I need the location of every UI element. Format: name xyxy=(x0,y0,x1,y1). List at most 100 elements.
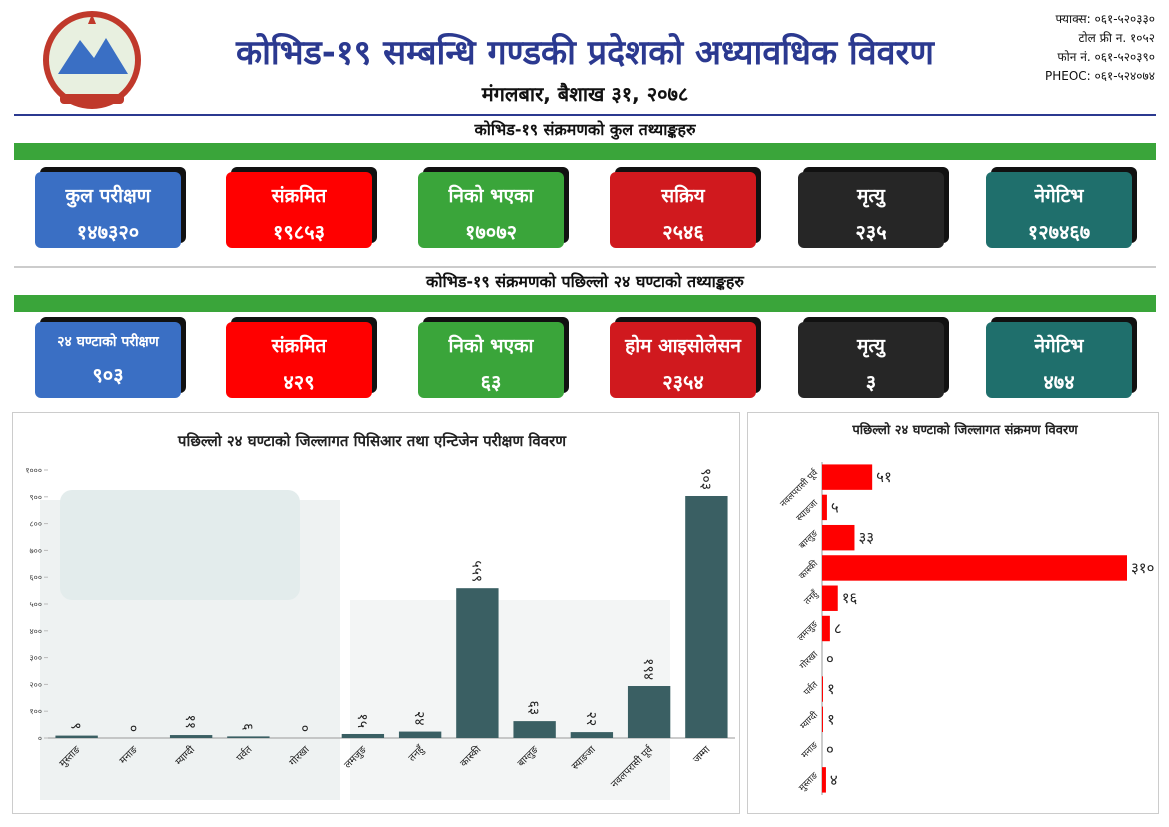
value-label: १ xyxy=(827,680,835,698)
value-label: ५१ xyxy=(876,468,892,486)
stat-label: संक्रमित xyxy=(271,185,327,207)
stat-label: संक्रमित xyxy=(271,335,327,357)
stat-value: १७०७२ xyxy=(465,220,517,244)
section-heading: कोभिड-१९ संक्रमणको कुल तथ्याङ्कहरु xyxy=(474,120,696,139)
y-tick-label: म्याग्दी xyxy=(797,708,820,731)
stat-box: २४ घण्टाको परीक्षण ९०३ xyxy=(35,322,181,398)
y-tick-label: १००० xyxy=(25,466,42,475)
bar xyxy=(822,464,873,490)
contact: टोल फ्री न. १०५२ xyxy=(1078,31,1155,45)
value-label: २२ xyxy=(583,712,599,727)
value-label: ३१० xyxy=(1131,559,1154,577)
rule xyxy=(14,114,1156,116)
y-tick-label: कास्की xyxy=(796,557,821,582)
y-tick-label: पर्वत xyxy=(801,678,821,698)
y-tick-label: ७०० xyxy=(30,546,42,555)
stat-value: २५४६ xyxy=(662,220,704,244)
stat-box: कुल परीक्षण १४७३२० xyxy=(35,172,181,248)
stat-value: ४७४ xyxy=(1043,370,1075,394)
bar xyxy=(627,686,671,738)
stat-label: २४ घण्टाको परीक्षण xyxy=(57,334,159,350)
stat-label: मृत्यु xyxy=(857,185,885,207)
value-label: १९४ xyxy=(640,658,656,680)
bar xyxy=(822,615,830,642)
stat-box: सक्रिय २५४६ xyxy=(610,172,756,248)
y-tick-label: २०० xyxy=(30,680,42,689)
value-label: ० xyxy=(826,650,834,668)
stat-box: होम आइसोलेसन २३५४ xyxy=(610,322,756,398)
value-label: ५ xyxy=(831,498,839,516)
background-art xyxy=(350,600,670,800)
stat-label: नेगेटिभ xyxy=(1034,185,1084,207)
stat-label: नेगेटिभ xyxy=(1034,335,1084,357)
x-tick-label: जम्मा xyxy=(691,744,712,765)
bar xyxy=(169,735,213,738)
section-bar xyxy=(14,295,1156,312)
stat-label: कुल परीक्षण xyxy=(65,185,151,207)
bar xyxy=(341,733,385,738)
contact: PHEOC: ०६१-५२४०७४ xyxy=(1044,69,1155,83)
background-art xyxy=(60,490,300,600)
bar xyxy=(822,706,823,733)
section-heading: कोभिड-१९ संक्रमणको पछिल्लो २४ घण्टाको तथ… xyxy=(426,272,744,291)
stat-label: होम आइसोलेसन xyxy=(625,335,741,357)
y-tick-label: ४०० xyxy=(30,627,42,636)
value-label: ६३ xyxy=(526,701,542,716)
y-tick-label: ५०० xyxy=(30,600,42,609)
bar xyxy=(822,585,838,611)
y-tick-label: ६०० xyxy=(30,573,42,582)
value-label: ९०३ xyxy=(697,468,713,490)
value-label: ३३ xyxy=(858,529,874,547)
stat-box: संक्रमित १९८५३ xyxy=(226,172,372,248)
stat-box: मृत्यु २३५ xyxy=(798,172,944,248)
bar xyxy=(822,555,1127,581)
value-label: ६ xyxy=(239,723,255,730)
y-tick-label: मुस्ताङ xyxy=(797,771,820,794)
stat-value: ९०३ xyxy=(92,363,124,387)
stat-box: नेगेटिभ १२७४६७ xyxy=(986,172,1132,248)
date: मंगलबार, बैशाख ३१, २०७८ xyxy=(481,82,689,106)
bar xyxy=(227,736,270,738)
value-label: २४ xyxy=(411,711,427,726)
contact: फोन नं. ०६१-५२०३९० xyxy=(1057,50,1155,64)
bar xyxy=(456,588,499,738)
stat-value: ६३ xyxy=(480,370,502,394)
stat-box: निको भएका ६३ xyxy=(418,322,564,398)
bar xyxy=(822,767,826,793)
stat-value: ४२९ xyxy=(283,370,315,394)
chart-title: पछिल्लो २४ घण्टाको जिल्लागत पिसिआर तथा ए… xyxy=(177,432,567,450)
stat-label: मृत्यु xyxy=(857,335,885,357)
y-tick-label: ३०० xyxy=(30,654,42,663)
bar xyxy=(822,494,827,521)
y-tick-label: १०० xyxy=(30,707,42,716)
stat-box: नेगेटिभ ४७४ xyxy=(986,322,1132,398)
stat-value: २३५ xyxy=(855,220,887,244)
stat-label: सक्रिय xyxy=(661,185,705,207)
title: कोभिड-१९ सम्बन्धि गण्डकी प्रदेशको अध्याव… xyxy=(235,33,934,73)
value-label: १५ xyxy=(354,713,370,728)
bar xyxy=(398,731,442,738)
y-tick-label: बाग्लुङ xyxy=(798,529,821,552)
chart-title: पछिल्लो २४ घण्टाको जिल्लागत संक्रमण विवर… xyxy=(851,422,1078,438)
stat-value: १४७३२० xyxy=(76,220,140,244)
y-tick-label: स्याङजा xyxy=(795,498,821,524)
y-tick-label: ० xyxy=(38,734,42,743)
stat-value: २३५४ xyxy=(662,370,704,394)
value-label: ५५९ xyxy=(468,560,484,582)
y-tick-label: मनाङ xyxy=(800,740,820,760)
section-bar xyxy=(14,143,1156,160)
y-tick-label: तनहुँ xyxy=(801,587,821,607)
contact: फ्याक्स: ०६१-५२०३३० xyxy=(1055,12,1155,26)
y-tick-label: गोरखा xyxy=(797,648,821,672)
value-label: ११ xyxy=(182,714,198,729)
stat-box: मृत्यु ३ xyxy=(798,322,944,398)
value-label: ४ xyxy=(830,771,838,789)
emblem xyxy=(43,11,141,109)
bar xyxy=(570,732,614,738)
stat-value: १२७४६७ xyxy=(1027,220,1091,244)
stat-box: निको भएका १७०७२ xyxy=(418,172,564,248)
rule xyxy=(14,266,1156,268)
stat-label: निको भएका xyxy=(448,335,534,357)
